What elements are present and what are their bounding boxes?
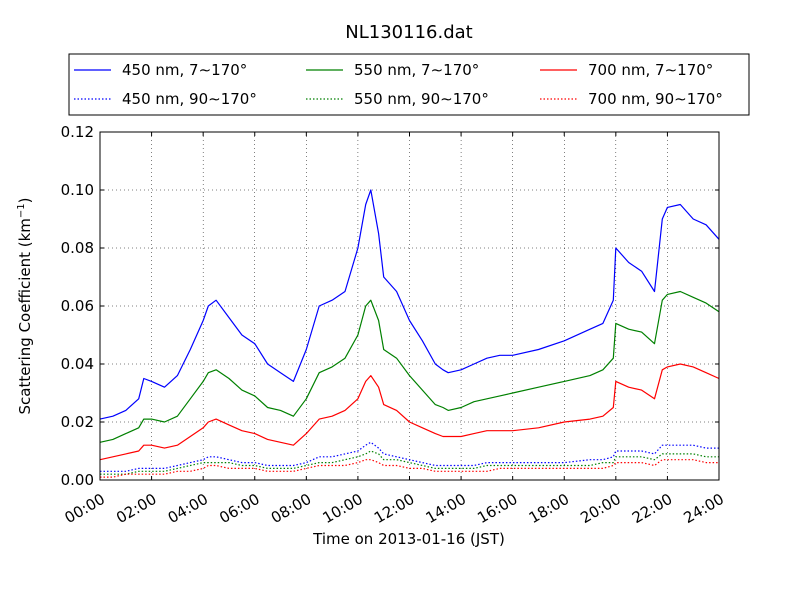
y-tick-label: 0.02 xyxy=(61,413,94,431)
y-axis-label-end: ) xyxy=(16,197,34,203)
series-line xyxy=(99,189,720,420)
y-tick-label: 0.10 xyxy=(61,181,94,199)
x-axis-label: Time on 2013-01-16 (JST) xyxy=(312,530,505,548)
series-line xyxy=(99,363,720,461)
x-tick-label: 08:00 xyxy=(268,490,314,527)
legend: 450 nm, 7∼170° 550 nm, 7∼170° 700 nm, 7∼17… xyxy=(68,53,750,116)
x-tick-label: 16:00 xyxy=(474,490,520,527)
y-axis-label-superscript: −1 xyxy=(16,203,27,218)
y-axis-label-main: Scattering Coefficient (km xyxy=(16,218,34,414)
chart-title: NL130116.dat xyxy=(345,22,472,43)
x-tick-label: 06:00 xyxy=(216,490,262,527)
legend-label: 550 nm, 7∼170° xyxy=(354,61,479,79)
y-tick-label: 0.00 xyxy=(61,471,94,489)
x-tick-label: 10:00 xyxy=(319,490,365,527)
legend-label: 450 nm, 7∼170° xyxy=(122,61,247,79)
plot-area: 0.000.020.040.060.080.100.12 00:00 02:00 0… xyxy=(61,123,727,527)
series-lines xyxy=(99,189,720,478)
x-tick-label: 12:00 xyxy=(371,490,417,527)
y-axis-ticks: 0.00 0.02 0.04 0.06 0.08 0.10 0.12 xyxy=(61,123,719,489)
series-line xyxy=(100,450,719,475)
y-tick-label: 0.12 xyxy=(61,123,94,141)
legend-box xyxy=(68,53,750,116)
legend-label: 550 nm, 90∼170° xyxy=(354,90,489,108)
y-axis-label: Scattering Coefficient (km−1) xyxy=(16,197,34,414)
x-tick-label: 24:00 xyxy=(681,490,727,527)
x-tick-label: 22:00 xyxy=(629,490,675,527)
legend-label: 700 nm, 7∼170° xyxy=(588,61,713,79)
y-tick-label: 0.06 xyxy=(61,297,94,315)
legend-label: 450 nm, 90∼170° xyxy=(122,90,257,108)
x-tick-label: 02:00 xyxy=(113,490,159,527)
x-tick-label: 00:00 xyxy=(62,490,108,527)
series-line xyxy=(99,290,720,443)
x-tick-label: 14:00 xyxy=(423,490,469,527)
legend-label: 700 nm, 90∼170° xyxy=(588,90,723,108)
y-tick-label: 0.04 xyxy=(61,355,94,373)
y-tick-label: 0.08 xyxy=(61,239,94,257)
x-tick-label: 20:00 xyxy=(577,490,623,527)
x-tick-label: 04:00 xyxy=(165,490,211,527)
x-tick-label: 18:00 xyxy=(526,490,572,527)
